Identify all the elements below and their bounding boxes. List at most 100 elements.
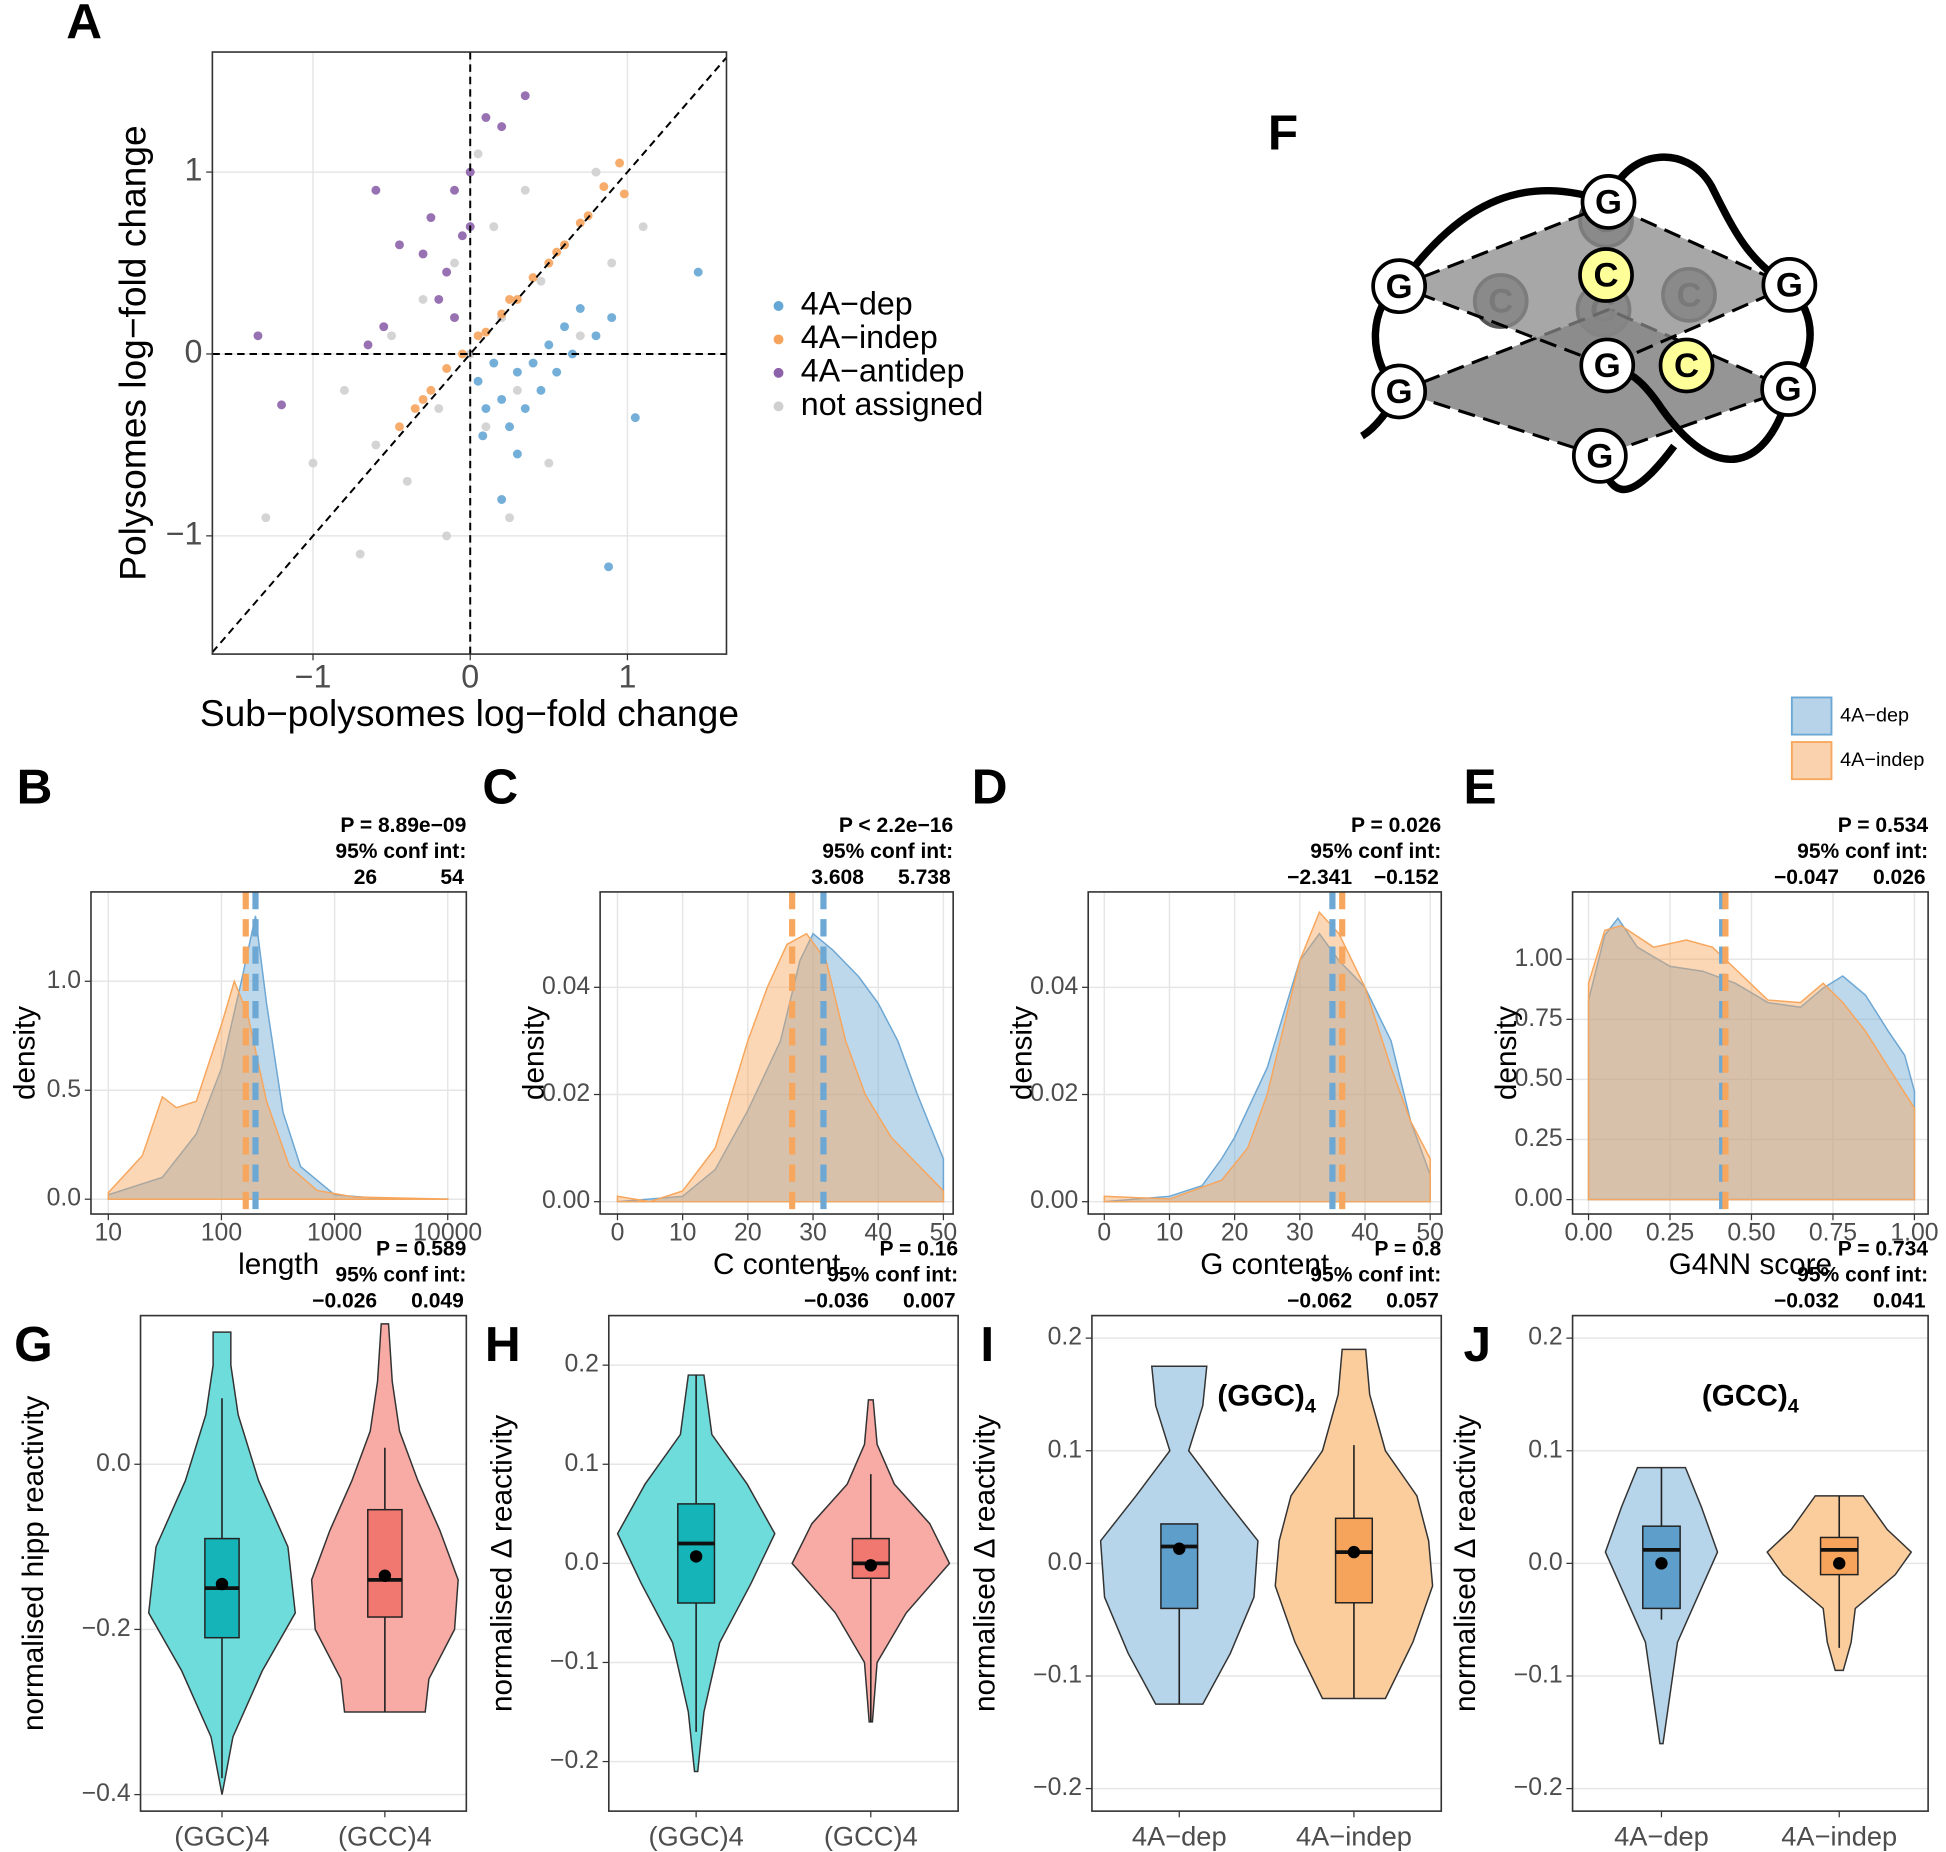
- y-tick-label: 0.0: [47, 1185, 81, 1212]
- plot-background: [1572, 891, 1929, 1215]
- ci-label: 95% conf int:: [822, 840, 953, 863]
- plot-border: [1571, 891, 1929, 1215]
- y-tick-label: 0.25: [1514, 1125, 1562, 1152]
- y-tick-label: 0.00: [1030, 1187, 1078, 1214]
- ci-high: 0.026: [1873, 866, 1926, 889]
- plot-border: [90, 891, 468, 1215]
- point: [457, 231, 467, 241]
- plot-background: [1088, 891, 1442, 1215]
- point: [478, 431, 488, 441]
- x-tick-label: 4A−indep: [1296, 1821, 1412, 1852]
- node: [1658, 337, 1715, 394]
- point: [693, 267, 703, 277]
- point: [505, 422, 514, 432]
- y-tick-label: 0.2: [1048, 1324, 1082, 1351]
- x-tick-label: 4A−dep: [1614, 1821, 1709, 1852]
- point: [512, 367, 522, 377]
- ci-label: 95% conf int:: [1797, 1264, 1928, 1287]
- node-label: G: [1775, 371, 1802, 409]
- node: [1371, 258, 1428, 315]
- ci-high: 0.049: [411, 1290, 464, 1313]
- mean-point: [1655, 1557, 1668, 1570]
- y-tick-label: 0.0: [1528, 1549, 1562, 1576]
- point: [426, 213, 436, 223]
- p-value: P = 0.534: [1838, 814, 1929, 837]
- x-tick-label: 10: [95, 1219, 123, 1246]
- legend-marker: [773, 367, 784, 378]
- panel-letter: B: [17, 758, 53, 814]
- plot-background: [600, 891, 954, 1215]
- y-tick-label: 0.0: [96, 1450, 130, 1477]
- box: [1334, 1517, 1374, 1604]
- y-axis-label: density: [8, 1006, 41, 1100]
- point: [339, 385, 349, 395]
- subtitle-subscript: 4: [1788, 1396, 1799, 1418]
- point: [505, 513, 514, 523]
- y-tick-label: 0.02: [1030, 1080, 1078, 1107]
- point: [575, 304, 585, 313]
- point: [379, 322, 389, 332]
- y-tick-label: 0.1: [1048, 1436, 1082, 1463]
- point: [489, 358, 499, 368]
- ci-label: 95% conf int:: [827, 1264, 958, 1287]
- legend-marker: [773, 301, 784, 311]
- point: [442, 531, 452, 541]
- point: [465, 167, 475, 177]
- ci-high: 54: [440, 866, 464, 889]
- x-tick-label: 4A−indep: [1781, 1821, 1897, 1852]
- x-tick-label: (GCC)4: [338, 1821, 432, 1852]
- p-value: P = 0.734: [1838, 1238, 1929, 1261]
- x-tick-label: 50: [930, 1219, 958, 1246]
- y-tick-label: 0.2: [564, 1351, 598, 1378]
- point: [418, 394, 428, 404]
- y-axis-label: Polysomes log−fold change: [111, 125, 153, 580]
- node-label: G: [1386, 373, 1413, 411]
- point: [371, 440, 381, 450]
- legend-label: 4A−antidep: [801, 352, 965, 388]
- density-area: [1103, 932, 1431, 1203]
- point: [604, 562, 614, 572]
- point: [434, 404, 444, 413]
- ci-low: −0.062: [1287, 1290, 1352, 1313]
- y-tick-label: 0.00: [542, 1187, 590, 1214]
- panel-letter: H: [485, 1316, 521, 1372]
- y-tick-label: −0.2: [82, 1615, 131, 1642]
- y-tick-label: 1.0: [47, 967, 81, 994]
- point: [630, 413, 640, 423]
- point: [591, 167, 601, 177]
- plot-border: [139, 1314, 468, 1812]
- x-tick-label: 10: [1156, 1219, 1184, 1246]
- point: [497, 495, 507, 504]
- ci-low: −2.341: [1287, 866, 1352, 889]
- point: [520, 185, 530, 195]
- x-axis-label: G4NN score: [1669, 1248, 1833, 1281]
- mean-point: [215, 1577, 229, 1591]
- mean-point: [378, 1569, 392, 1582]
- density-area: [107, 978, 449, 1200]
- panel-letter: D: [972, 758, 1008, 814]
- y-tick-label: −1: [166, 515, 203, 551]
- point: [552, 247, 562, 257]
- legend-label: 4A−indep: [801, 319, 938, 355]
- subtitle-subscript: 4: [1305, 1396, 1316, 1418]
- p-value: P = 0.16: [880, 1238, 959, 1261]
- point: [410, 404, 420, 413]
- x-tick-label: 40: [864, 1219, 892, 1246]
- x-tick-label: 1: [618, 658, 636, 694]
- point: [560, 322, 570, 332]
- x-axis-label: C content: [713, 1248, 841, 1281]
- x-tick-label: 0.25: [1646, 1219, 1694, 1246]
- point: [355, 549, 365, 559]
- y-tick-label: −0.2: [1033, 1774, 1082, 1801]
- y-tick-label: −0.1: [1033, 1662, 1082, 1689]
- point: [619, 189, 629, 199]
- point: [450, 185, 459, 195]
- strand-segment: [1396, 187, 1610, 289]
- y-tick-label: 1: [185, 152, 203, 188]
- mean-point: [689, 1550, 703, 1563]
- point: [536, 276, 546, 286]
- node: [1580, 174, 1637, 230]
- node-label: G: [1595, 184, 1622, 222]
- y-tick-label: 0: [185, 333, 203, 369]
